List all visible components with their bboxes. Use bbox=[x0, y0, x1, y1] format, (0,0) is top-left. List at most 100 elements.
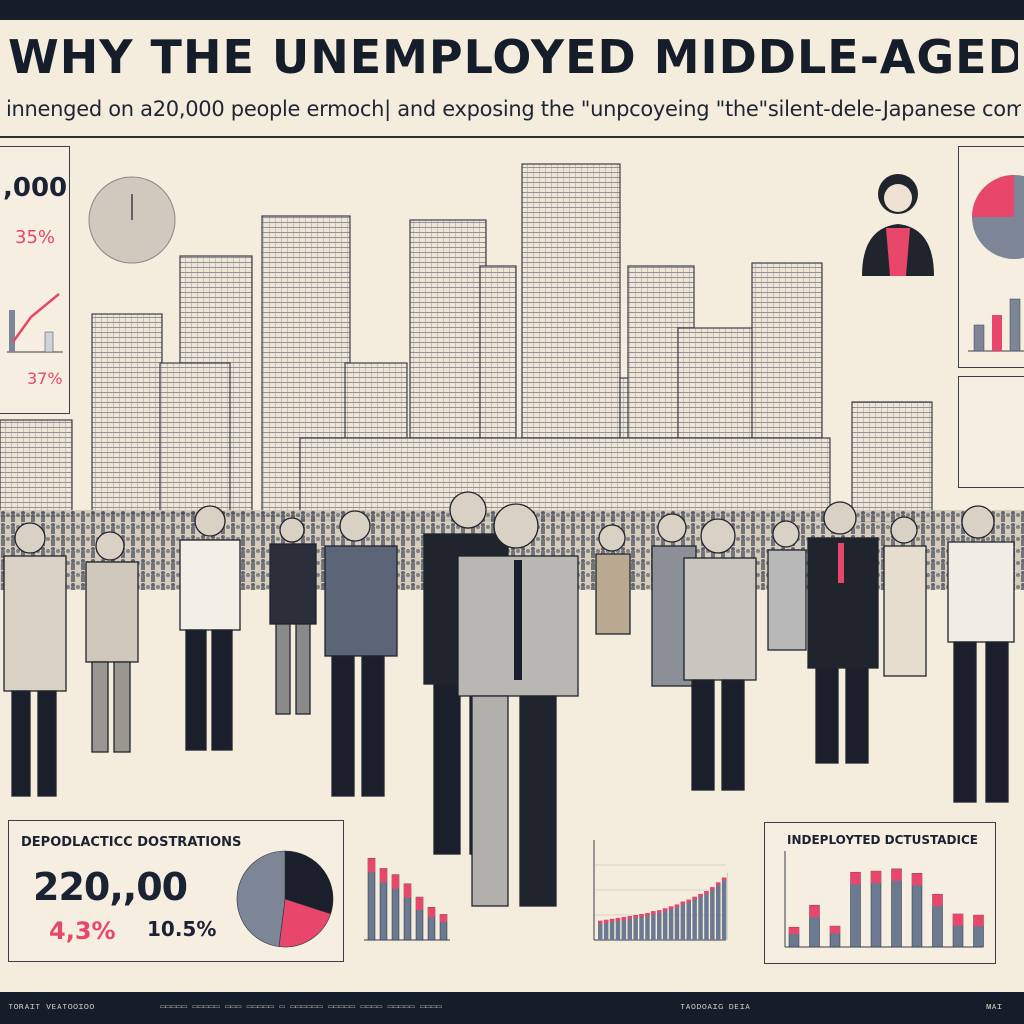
bar-cap bbox=[627, 916, 632, 919]
bar-cap bbox=[621, 916, 627, 920]
bar bbox=[391, 874, 400, 941]
growth-bar-chart bbox=[593, 840, 728, 941]
bar-cap bbox=[609, 918, 615, 922]
demographics-panel: DEPODLACTICC DOSTRATIONS 220,,00 4,3% 10… bbox=[8, 820, 344, 962]
page-title: WHY THE UNEMPLOYED MIDDLE-AGED MEN ? bbox=[8, 30, 1018, 84]
bar-cap bbox=[716, 882, 721, 886]
bar-cap bbox=[686, 899, 691, 903]
bar-cap bbox=[809, 905, 820, 918]
demographics-heading: DEPODLACTICC DOSTRATIONS bbox=[21, 835, 242, 850]
left-stats-panel: ,000 35% 37% bbox=[0, 146, 70, 414]
bar-cap bbox=[645, 913, 650, 917]
bar-cap bbox=[704, 891, 709, 895]
bar-cap bbox=[973, 915, 984, 927]
bar bbox=[716, 882, 721, 940]
bar bbox=[870, 870, 882, 948]
bar-cap bbox=[615, 917, 621, 921]
bar-cap bbox=[710, 887, 715, 891]
bar bbox=[427, 907, 436, 941]
unemployment-heading: INDEPLOYTED DCTUSTADICE bbox=[787, 833, 978, 847]
bar-cap bbox=[639, 914, 644, 918]
bar bbox=[657, 910, 662, 940]
bar bbox=[639, 914, 644, 940]
bar-cap bbox=[404, 883, 411, 898]
bar bbox=[633, 915, 638, 940]
bar-cap bbox=[657, 910, 662, 914]
unemployment-panel: INDEPLOYTED DCTUSTADICE bbox=[764, 822, 996, 964]
bar-cap bbox=[662, 908, 668, 912]
bar bbox=[615, 917, 621, 940]
pie-chart-small bbox=[972, 175, 1024, 259]
bar bbox=[645, 913, 650, 940]
bar bbox=[721, 877, 727, 940]
bar-cap bbox=[932, 894, 943, 907]
page-subtitle: innenged on a20,000 people ermoch| and e… bbox=[6, 97, 1021, 121]
bar-cap bbox=[598, 920, 603, 924]
bar-cap bbox=[651, 911, 656, 915]
bar-cap bbox=[368, 858, 375, 873]
bar-cap bbox=[428, 907, 435, 918]
bar bbox=[710, 887, 715, 940]
bar bbox=[829, 925, 841, 948]
bar-cap bbox=[871, 871, 881, 884]
city-illustration bbox=[0, 163, 1024, 907]
bar bbox=[668, 906, 674, 940]
pie-slice bbox=[284, 850, 334, 915]
bar bbox=[662, 908, 668, 940]
bar bbox=[704, 891, 709, 940]
bar-cap bbox=[789, 927, 799, 935]
top-bar bbox=[0, 0, 1024, 20]
big-count-value: 220,,00 bbox=[33, 865, 188, 909]
bar bbox=[698, 893, 703, 940]
bar bbox=[603, 919, 609, 940]
bar bbox=[686, 899, 691, 940]
pct-top: 35% bbox=[15, 227, 56, 248]
bar bbox=[911, 873, 923, 948]
bar-cap bbox=[912, 873, 922, 886]
bar bbox=[680, 901, 686, 940]
bar-cap bbox=[721, 877, 727, 881]
header-divider bbox=[0, 136, 1024, 138]
bar-cap bbox=[440, 914, 447, 923]
pct-bottom: 37% bbox=[27, 369, 63, 388]
bar-cap bbox=[953, 914, 963, 926]
bar-cap bbox=[830, 926, 840, 934]
right-table-panel bbox=[958, 376, 1024, 488]
bar-cap bbox=[633, 915, 638, 919]
bar bbox=[403, 883, 412, 941]
figure bbox=[3, 522, 67, 797]
bar-cap bbox=[603, 919, 609, 923]
bar-cap bbox=[891, 868, 902, 881]
bar-cap bbox=[680, 901, 686, 905]
bar bbox=[973, 914, 984, 948]
bar bbox=[609, 918, 615, 940]
bar-cap bbox=[674, 904, 680, 908]
portrait-avatar bbox=[862, 174, 934, 276]
pie-slice bbox=[236, 850, 286, 947]
bar-cap bbox=[850, 872, 861, 885]
pie-slice bbox=[278, 898, 332, 948]
bar bbox=[627, 916, 632, 940]
bar bbox=[674, 904, 680, 940]
bar bbox=[692, 896, 697, 940]
bars-small bbox=[968, 298, 1024, 352]
bar-cap bbox=[392, 874, 399, 889]
footer-bar: ᴛᴏʀᴀɪᴛ ᴠᴇᴀᴛᴏᴏɪᴏᴏ ▭▭▭▭▭ ▭▭▭▭▭ ▭▭▭ ▭▭▭▭▭ ▭… bbox=[0, 992, 1024, 1024]
pct-left-value: 4,3% bbox=[49, 917, 116, 945]
demographics-pie-chart bbox=[236, 850, 334, 948]
bar bbox=[651, 911, 656, 940]
bar-cap bbox=[668, 906, 674, 910]
stat-top-value: ,000 bbox=[3, 173, 68, 203]
unemployment-bar-chart bbox=[784, 851, 984, 948]
bar-cap bbox=[380, 868, 387, 883]
clock-icon bbox=[88, 176, 176, 264]
decline-bar-chart bbox=[364, 857, 450, 941]
bar-cap bbox=[692, 896, 697, 900]
bar-cap bbox=[698, 893, 703, 897]
bar-cap bbox=[416, 897, 423, 910]
bar bbox=[598, 920, 603, 940]
bar bbox=[415, 896, 424, 941]
trend-line-chart bbox=[7, 293, 63, 353]
pct-right-value: 10.5% bbox=[147, 917, 217, 941]
bar bbox=[621, 916, 627, 940]
